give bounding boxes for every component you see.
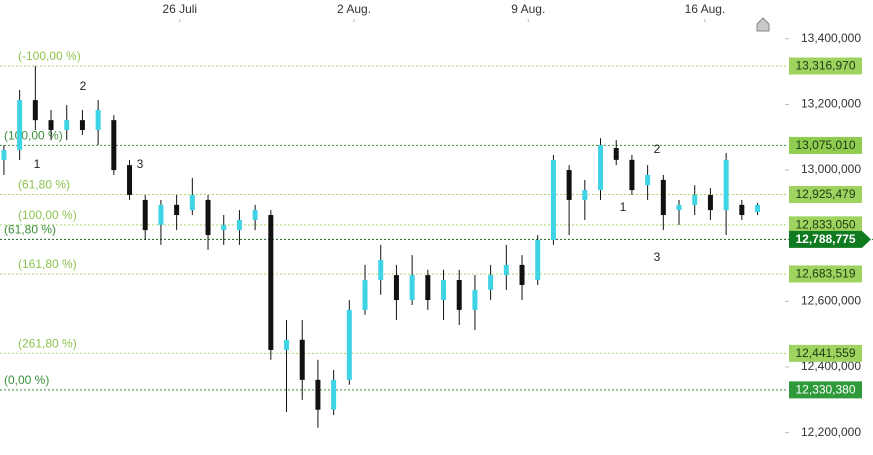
candle-body [519, 264, 525, 285]
candle-body [346, 309, 352, 380]
level-box [789, 344, 862, 362]
candle-body [550, 159, 556, 240]
level-label: 13,316,970 [795, 59, 855, 73]
level-box [789, 230, 862, 248]
candle-body [409, 275, 415, 301]
fib-label: (100,00 %) [4, 129, 63, 143]
current-marker [862, 230, 871, 248]
candle-body [142, 199, 148, 231]
candle-body [707, 195, 713, 211]
candle-body [127, 165, 133, 195]
candle-body [645, 174, 651, 186]
wave-annotation: 2 [654, 142, 661, 156]
candle-body [111, 120, 117, 171]
candle-body [676, 204, 682, 211]
candle-body [378, 260, 384, 281]
candle-body [48, 120, 54, 130]
candle-body [221, 224, 227, 231]
fib-label: (0,00 %) [4, 373, 49, 387]
candle-body [472, 289, 478, 310]
candle-body [629, 159, 635, 191]
wave-annotation: 2 [80, 79, 87, 93]
candle-body [613, 148, 619, 160]
level-label: 12,788,775 [795, 232, 855, 246]
candle-body [64, 120, 70, 130]
level-label: 12,683,519 [795, 267, 855, 281]
candle-body [598, 145, 604, 191]
y-tick-label: 12,600,000 [801, 294, 861, 308]
candle-body [174, 204, 180, 216]
candle-body [236, 219, 242, 231]
candle-body [95, 109, 101, 130]
wave-annotation: 1 [620, 200, 627, 214]
candle-body [32, 100, 38, 121]
level-label: 12,833,050 [795, 218, 855, 232]
candle-body [441, 280, 447, 301]
candle-body [488, 275, 494, 290]
fib-label: (161,80 %) [18, 257, 77, 271]
candle-body [739, 204, 745, 216]
level-box [789, 186, 862, 204]
fib-label: (-100,00 %) [18, 49, 81, 63]
candle-body [252, 210, 258, 220]
candle-body [503, 264, 509, 276]
level-box [789, 57, 862, 75]
candle-body [456, 280, 462, 310]
candle-body [205, 199, 211, 236]
candle-body [362, 280, 368, 310]
level-label: 12,330,380 [795, 383, 855, 397]
candle-body [755, 204, 761, 213]
y-tick-label: 13,000,000 [801, 162, 861, 176]
level-box [789, 136, 862, 154]
level-box [789, 265, 862, 283]
candle-body [158, 204, 164, 225]
y-tick-label: 12,200,000 [801, 425, 861, 439]
y-tick-label: 12,400,000 [801, 359, 861, 373]
candle-body [189, 195, 195, 211]
x-tick-label: 26 Juli [162, 2, 197, 16]
fib-label: (61,80 %) [4, 223, 56, 237]
wave-annotation: 3 [654, 250, 661, 264]
candle-body [723, 159, 729, 211]
candle-body [425, 275, 431, 301]
wave-annotation: 3 [137, 157, 144, 171]
candle-body [315, 379, 321, 410]
fib-label: (261,80 %) [18, 337, 77, 351]
y-tick-label: 13,400,000 [801, 31, 861, 45]
candle-body [660, 179, 666, 216]
level-label: 13,075,010 [795, 138, 855, 152]
fib-label: (61,80 %) [18, 178, 70, 192]
candle-body [17, 100, 23, 151]
level-label: 12,441,559 [795, 346, 855, 360]
candle-body [299, 339, 305, 380]
x-tick-label: 2 Aug. [337, 2, 371, 16]
y-tick-label: 13,200,000 [801, 97, 861, 111]
candle-body [692, 195, 698, 205]
x-tick-label: 16 Aug. [685, 2, 726, 16]
candle-body [393, 275, 399, 301]
candle-body [535, 239, 541, 281]
candle-body [582, 190, 588, 200]
x-tick-label: 9 Aug. [511, 2, 545, 16]
candle-body [1, 150, 7, 160]
candle-body [284, 339, 290, 350]
wave-annotation: 1 [34, 157, 41, 171]
candle-body [331, 379, 337, 410]
candle-body [566, 170, 572, 200]
level-label: 12,925,479 [795, 187, 855, 201]
home-icon[interactable] [756, 17, 770, 32]
fib-label: (100,00 %) [18, 208, 77, 222]
level-box [789, 216, 862, 234]
candle-body [79, 120, 85, 130]
level-box [789, 381, 862, 399]
candle-body [268, 215, 274, 350]
